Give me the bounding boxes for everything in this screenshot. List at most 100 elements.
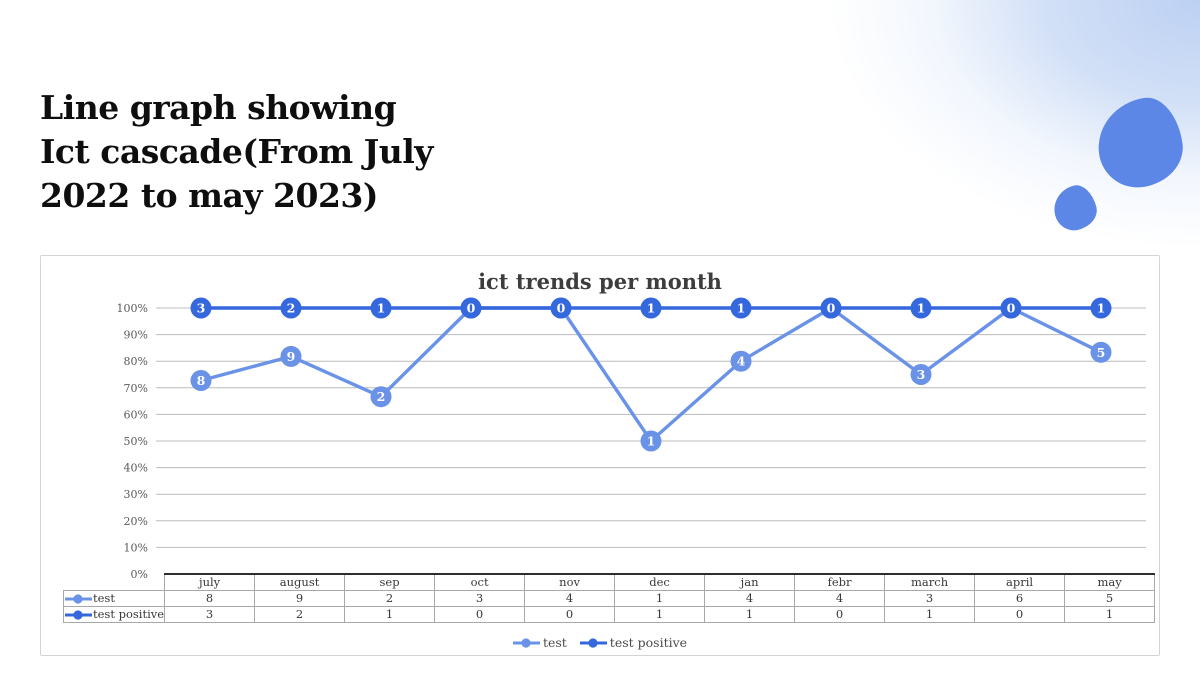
data-point-marker [280,345,302,367]
y-axis-tick-label: 30% [124,488,148,501]
data-point-marker [910,364,932,385]
table-value-cell: 9 [254,590,346,607]
legend-label: test [542,635,567,650]
table-month-header: jan [704,573,796,591]
data-point-marker [460,297,482,319]
table-value-cell: 5 [1064,590,1156,607]
data-point-label: 8 [197,373,206,388]
data-point-label: 0 [467,301,476,316]
table-value-cell: 3 [434,590,526,607]
y-axis-tick-label: 40% [124,462,148,475]
data-point-label: 1 [377,301,386,316]
table-value-cell: 1 [614,590,706,607]
blob-decoration-small [1049,181,1101,235]
table-month-header: may [1064,573,1156,591]
chart-card: 0%10%20%30%40%50%60%70%80%90%100%8923414… [40,255,1160,656]
table-value-cell: 1 [1064,606,1156,623]
slide-title-line: Line graph showing [40,88,397,127]
table-month-header: febr [794,573,886,591]
data-point-label: 9 [287,349,296,364]
table-value-cell: 0 [434,606,526,623]
y-axis-tick-label: 20% [124,515,148,528]
series-marker-icon [579,637,607,648]
table-row: test 8 9 2 3 4 1 4 4 3 6 5 [62,590,1156,607]
data-point-label: 2 [287,301,296,316]
table-value-cell: 2 [254,606,346,623]
data-point-label: 0 [1007,301,1016,316]
data-point-marker [190,370,212,391]
blob-decoration-large [1092,93,1188,193]
data-point-marker [640,297,662,319]
series-marker-icon [65,610,92,620]
table-value-cell: 3 [884,590,976,607]
data-point-marker [370,386,392,408]
table-value-cell: 8 [164,590,256,607]
table-month-header: oct [434,573,526,591]
y-axis-tick-label: 80% [124,355,148,368]
data-point-marker [1090,341,1112,363]
y-axis-tick-label: 0% [131,568,148,581]
y-axis-tick-label: 90% [124,329,148,342]
chart-legend: test test positive [41,635,1159,650]
series-line-test [200,305,1102,444]
slide-title-line: 2022 to may 2023) [40,176,378,215]
series-marker-icon [65,594,92,604]
data-point-marker [1090,297,1112,319]
y-axis-tick-label: 70% [124,382,148,395]
data-point-label: 0 [557,301,566,316]
table-row: test positive 3 2 1 0 0 1 1 0 1 0 1 [62,606,1156,623]
data-point-marker [280,297,302,319]
table-month-header: july [164,573,256,591]
data-point-label: 5 [1097,345,1106,360]
data-point-label: 1 [647,301,656,316]
table-value-cell: 3 [164,606,256,623]
table-value-cell: 6 [974,590,1066,607]
legend-item-test: test [512,635,567,650]
table-month-header: april [974,573,1066,591]
slide-title-line: Ict cascade(From July [40,132,433,171]
y-axis-tick-label: 100% [117,302,148,315]
data-point-marker [550,297,572,319]
slide-title: Line graph showing Ict cascade(From July… [40,86,433,218]
data-point-marker [370,297,392,319]
table-value-cell: 0 [794,606,886,623]
data-point-marker [730,297,752,319]
chart-title: ict trends per month [478,269,722,294]
data-point-label: 3 [197,301,206,316]
table-month-header: august [254,573,346,591]
data-point-marker [190,297,212,319]
table-value-cell: 1 [344,606,436,623]
data-point-marker [730,350,752,372]
table-value-cell: 0 [974,606,1066,623]
data-point-label: 1 [1097,301,1106,316]
table-corner-cell [64,574,165,591]
data-point-marker [640,430,662,452]
data-point-label: 1 [647,434,656,449]
data-point-label: 1 [917,301,926,316]
table-value-cell: 0 [524,606,616,623]
y-axis-tick-label: 60% [124,408,148,421]
data-point-marker [1000,297,1022,319]
table-series-label: test positive [62,606,166,623]
data-point-marker [910,297,932,319]
data-point-marker [820,297,842,319]
table-series-label: test [62,590,166,607]
table-month-header: dec [614,573,706,591]
legend-label: test positive [609,635,688,650]
data-point-label: 2 [377,389,386,404]
data-point-label: 1 [737,301,746,316]
table-value-cell: 4 [704,590,796,607]
table-value-cell: 1 [614,606,706,623]
line-chart-plot: 0%10%20%30%40%50%60%70%80%90%100%8923414… [117,297,1146,581]
series-marker-icon [512,637,540,648]
table-month-header: nov [524,573,616,591]
table-value-cell: 2 [344,590,436,607]
legend-item-test-positive: test positive [579,635,688,650]
y-axis-tick-label: 50% [124,435,148,448]
data-point-label: 0 [827,301,836,316]
table-value-cell: 1 [884,606,976,623]
data-point-label: 3 [917,367,926,382]
table-value-cell: 1 [704,606,796,623]
y-axis-tick-label: 10% [124,541,148,554]
